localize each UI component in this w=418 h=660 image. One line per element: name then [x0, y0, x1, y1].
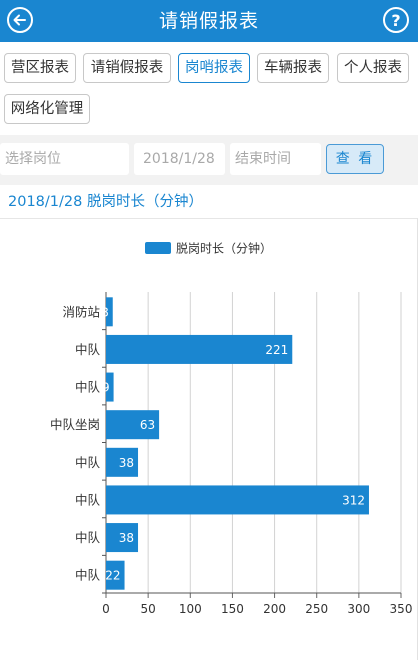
report-tabs: 营区报表 请销假报表 岗哨报表 车辆报表 个人报表 网络化管理 — [0, 42, 418, 132]
legend-label: 脱岗时长（分钟） — [176, 241, 272, 256]
tab-vehicle-report[interactable]: 车辆报表 — [257, 53, 329, 83]
bar-value-label: 22 — [105, 569, 120, 583]
bar-value-label: 38 — [119, 531, 134, 545]
bar-chart: 脱岗时长（分钟） 0 50 100 150 200 250 300 350 消防站 8 中队 221 中队… — [50, 241, 413, 617]
bar — [106, 485, 369, 515]
tab-grid-management[interactable]: 网络化管理 — [4, 94, 90, 124]
bar-value-label: 312 — [342, 493, 365, 507]
bar-value-label: 38 — [119, 456, 134, 470]
filter-bar: 选择岗位 2018/1/28 结束时间 查 看 — [0, 135, 418, 185]
start-date-field[interactable]: 2018/1/28 — [134, 143, 225, 175]
x-tick-label: 50 — [141, 602, 156, 616]
x-tick-label: 350 — [390, 602, 413, 616]
chart-section-title: 2018/1/28 脱岗时长（分钟） — [8, 194, 203, 210]
y-category-label: 中队坐岗 — [50, 417, 100, 432]
bar — [106, 523, 139, 553]
divider — [0, 218, 418, 219]
bar — [106, 560, 125, 590]
bar-value-label: 8 — [101, 305, 109, 319]
bar — [106, 334, 293, 364]
query-button[interactable]: 查 看 — [326, 144, 384, 174]
bar-value-label: 221 — [265, 343, 288, 357]
page-title: 请销假报表 — [158, 10, 259, 32]
x-tick-label: 200 — [263, 602, 286, 616]
bar — [106, 297, 113, 327]
x-tick-label: 300 — [347, 602, 370, 616]
bar-value-label: 63 — [140, 418, 155, 432]
x-tick-label: 150 — [221, 602, 244, 616]
bar — [106, 372, 114, 402]
help-button[interactable]: ? — [383, 7, 409, 33]
y-category-label: 中队 — [75, 380, 101, 395]
bar — [106, 447, 139, 477]
bar — [106, 410, 160, 440]
y-category-label: 消防站 — [62, 304, 100, 319]
post-select[interactable]: 选择岗位 — [0, 143, 129, 175]
tab-personal-report[interactable]: 个人报表 — [337, 53, 409, 83]
back-button[interactable] — [7, 7, 33, 33]
x-tick-label: 0 — [102, 602, 110, 616]
end-date-field[interactable]: 结束时间 — [230, 143, 321, 175]
y-category-label: 中队 — [75, 530, 101, 545]
x-tick-label: 250 — [305, 602, 328, 616]
x-tick-label: 100 — [179, 602, 202, 616]
app-header: 请销假报表 ? — [0, 0, 418, 42]
tab-camp-report[interactable]: 营区报表 — [4, 53, 76, 83]
y-category-label: 中队 — [75, 342, 101, 357]
y-category-label: 中队 — [75, 455, 101, 470]
arrow-left-icon — [13, 14, 26, 26]
question-icon: ? — [391, 10, 401, 30]
legend-swatch — [145, 242, 171, 254]
y-category-label: 中队 — [75, 492, 101, 507]
tab-post-report[interactable]: 岗哨报表 — [178, 53, 250, 83]
bar-value-label: 9 — [102, 381, 110, 395]
tab-leave-report[interactable]: 请销假报表 — [83, 53, 171, 83]
y-category-label: 中队 — [75, 568, 101, 583]
